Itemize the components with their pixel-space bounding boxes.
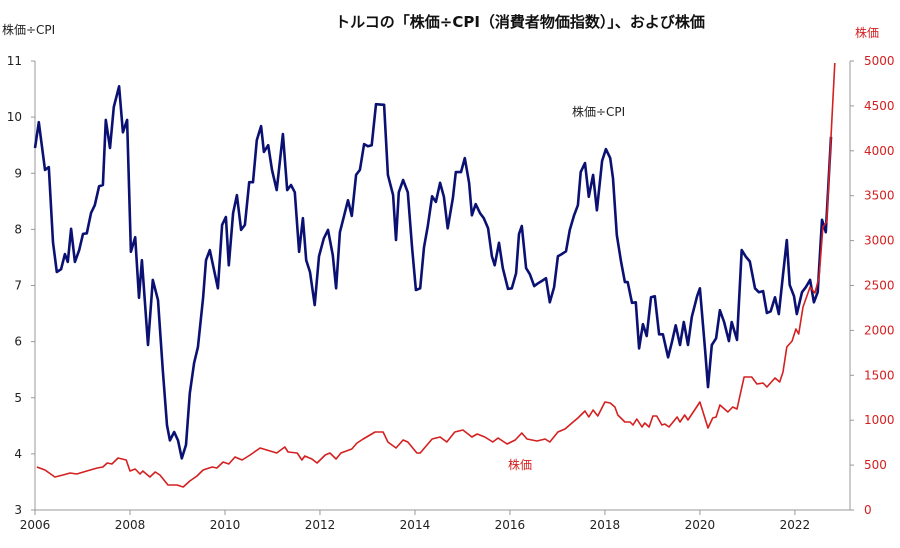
y-right-tick-label: 0 — [864, 503, 872, 517]
x-tick-label: 2016 — [495, 518, 526, 532]
y-left-tick-label: 7 — [14, 279, 22, 293]
series-line-price — [36, 62, 836, 488]
y-right-tick-label: 3000 — [864, 234, 895, 248]
x-tick-label: 2006 — [20, 518, 51, 532]
y-right-tick-label: 4000 — [864, 144, 895, 158]
series-label-ratio: 株価÷CPI — [572, 104, 625, 119]
x-tick-label: 2010 — [210, 518, 241, 532]
series-label-price: 株価 — [508, 457, 532, 472]
x-tick-label: 2018 — [590, 518, 621, 532]
x-tick-label: 2022 — [780, 518, 811, 532]
y-left-tick-label: 10 — [7, 110, 22, 124]
y-right-tick-label: 5000 — [864, 54, 895, 68]
y-left-tick-label: 4 — [14, 447, 22, 461]
right-axis-title: 株価 — [855, 25, 879, 40]
x-tick-label: 2008 — [115, 518, 146, 532]
y-left-tick-label: 5 — [14, 391, 22, 405]
chart-title: トルコの「株価÷CPI（消費者物価指数）」、および株価 — [335, 13, 705, 31]
y-right-tick-label: 1000 — [864, 413, 895, 427]
y-left-tick-label: 8 — [14, 222, 22, 236]
y-left-tick-label: 3 — [14, 503, 22, 517]
y-right-tick-label: 500 — [864, 458, 887, 472]
x-tick-label: 2014 — [400, 518, 431, 532]
x-tick-label: 2012 — [305, 518, 336, 532]
y-left-tick-label: 9 — [14, 166, 22, 180]
series-line-ratio — [33, 85, 833, 460]
y-right-tick-label: 2500 — [864, 279, 895, 293]
y-right-tick-label: 2000 — [864, 323, 895, 337]
left-axis-title: 株価÷CPI — [2, 22, 55, 37]
y-right-tick-label: 4500 — [864, 99, 895, 113]
y-right-tick-label: 3500 — [864, 189, 895, 203]
y-right-tick-label: 1500 — [864, 368, 895, 382]
x-tick-label: 2020 — [685, 518, 716, 532]
y-left-tick-label: 11 — [7, 54, 22, 68]
y-left-tick-label: 6 — [14, 335, 22, 349]
